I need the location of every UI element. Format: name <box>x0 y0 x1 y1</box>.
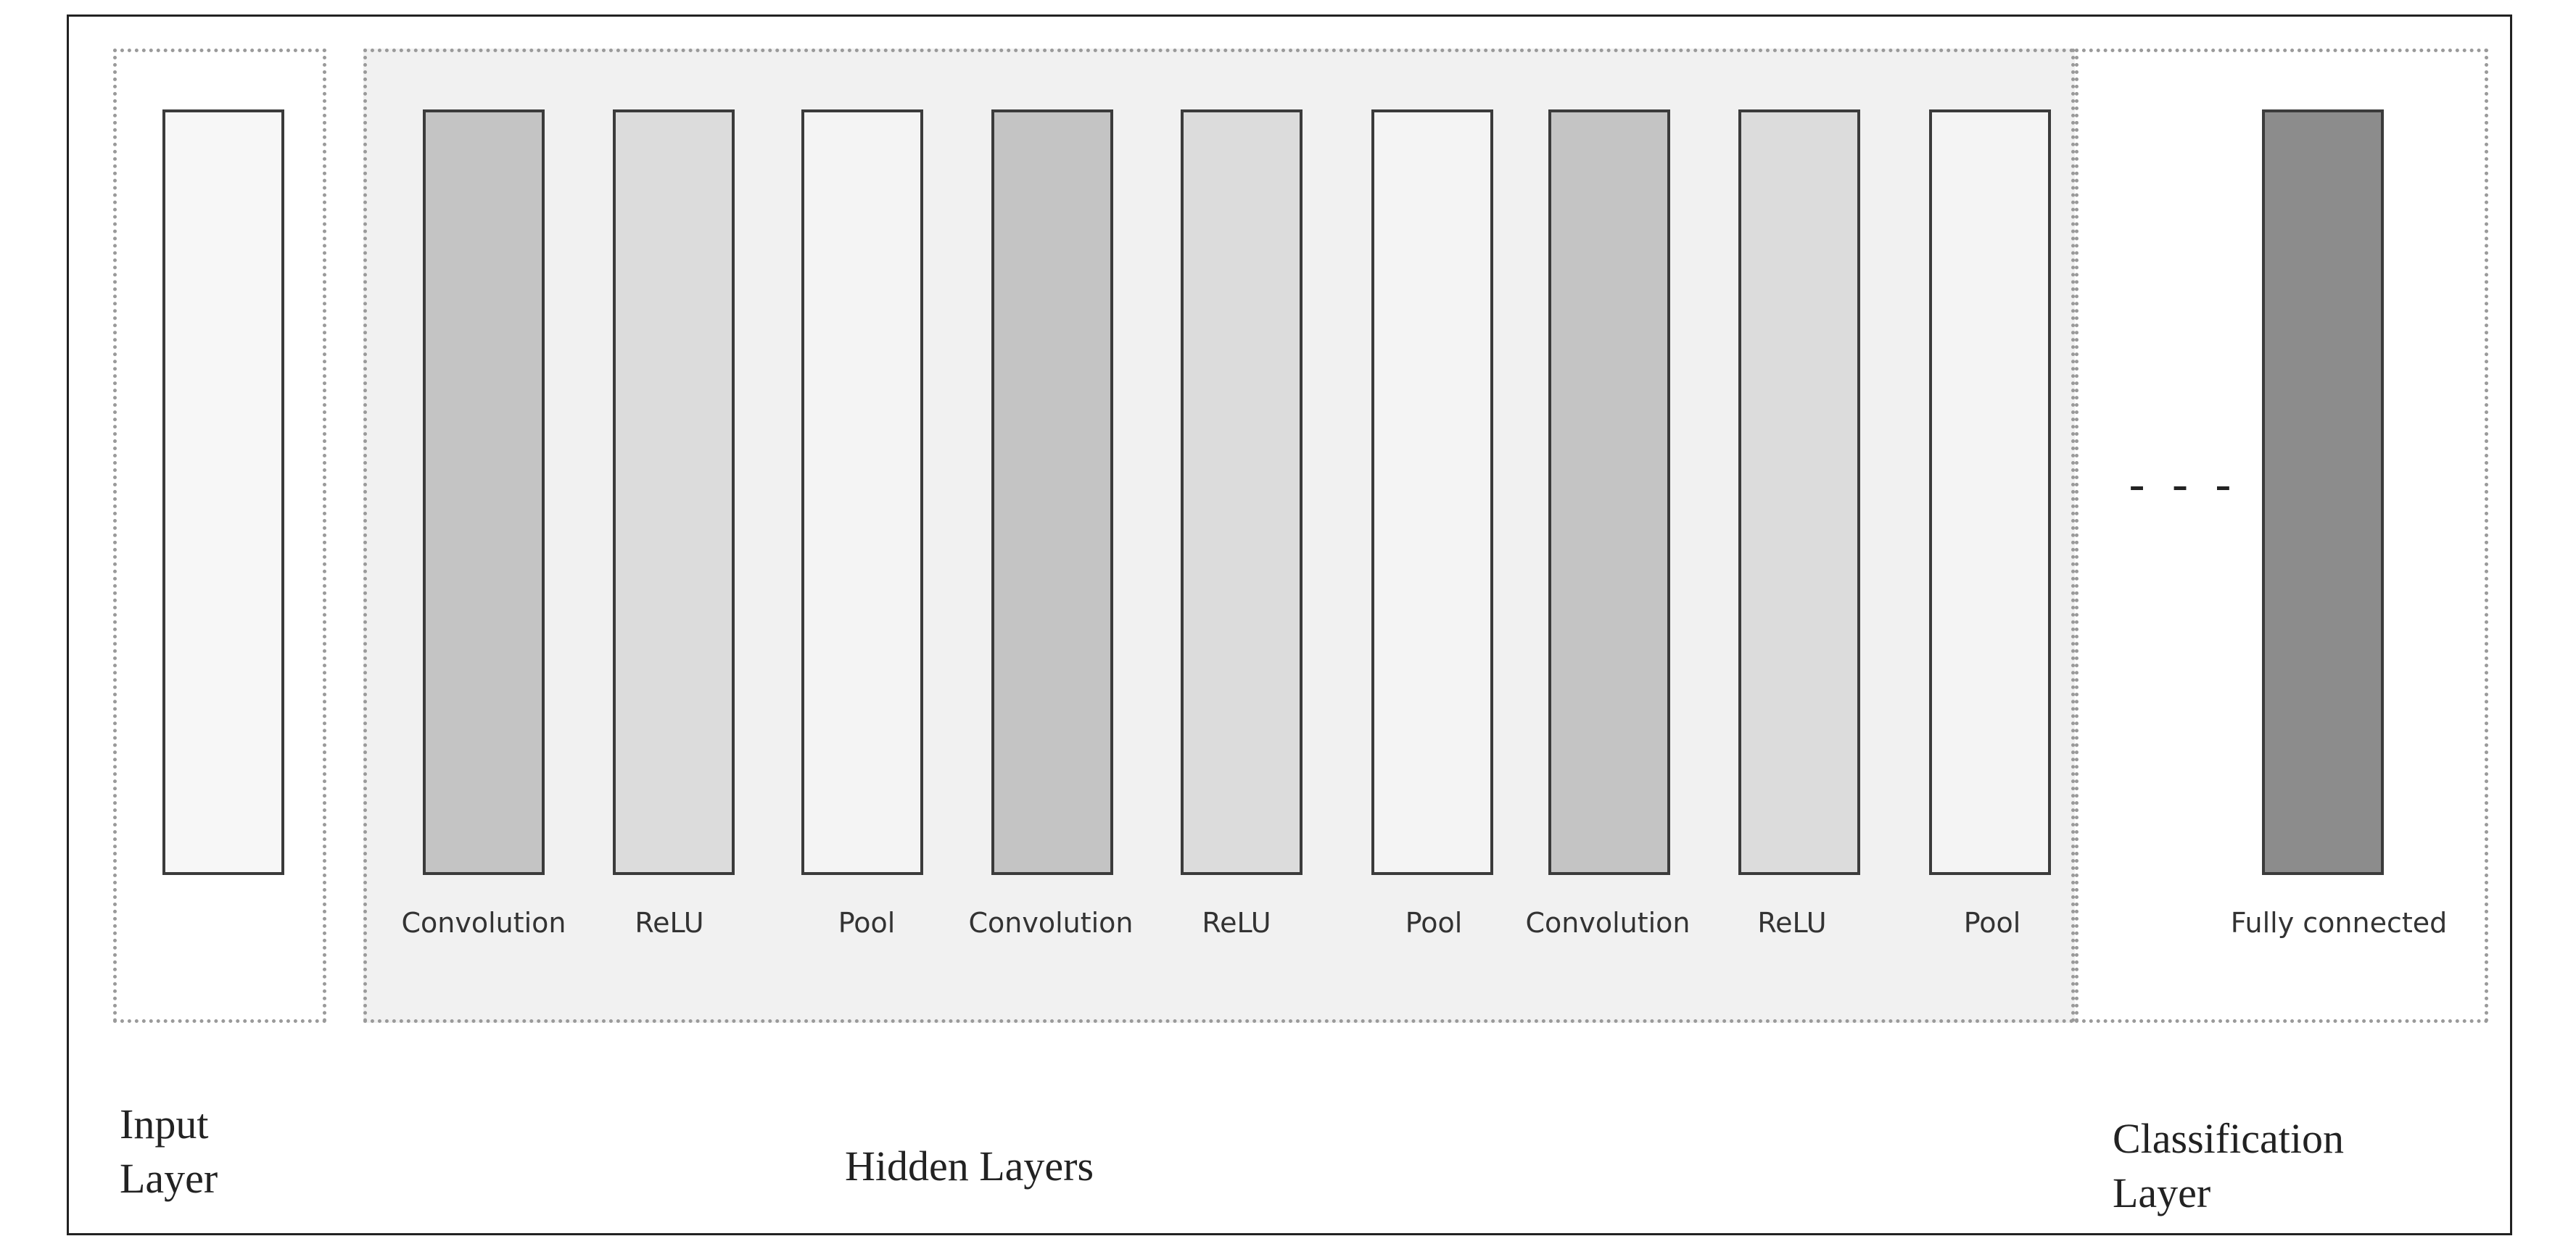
layer-label-conv-1: Convolution <box>401 907 566 939</box>
classification-layer-caption-line1: Classification <box>2113 1115 2344 1162</box>
layer-block-conv-1 <box>423 109 545 875</box>
classification-layer-caption: Classification Layer <box>2113 1111 2344 1221</box>
input-layer-caption-line2: Layer <box>120 1155 218 1203</box>
classification-layer-caption-line2: Layer <box>2113 1169 2211 1217</box>
layer-block-conv-2 <box>991 109 1113 875</box>
layer-block-pool-3 <box>1929 109 2051 875</box>
ellipsis-indicator: - - - <box>2129 459 2237 513</box>
layer-label-fully-connected: Fully connected <box>2230 907 2448 939</box>
hidden-layers-caption: Hidden Layers <box>845 1143 1094 1190</box>
input-layer-block <box>162 109 284 875</box>
input-layer-caption-line1: Input <box>120 1100 209 1148</box>
fully-connected-block <box>2262 109 2384 875</box>
diagram-frame: Convolution ReLU Pool Convolution ReLU P… <box>67 14 2512 1235</box>
classification-layer-group <box>2075 49 2488 1023</box>
layer-block-pool-2 <box>1371 109 1493 875</box>
input-layer-caption: Input Layer <box>120 1097 218 1206</box>
layer-label-pool-1: Pool <box>838 907 896 939</box>
layer-block-relu-1 <box>613 109 735 875</box>
layer-label-relu-3: ReLU <box>1757 907 1827 939</box>
layer-label-conv-2: Convolution <box>968 907 1134 939</box>
layer-block-relu-3 <box>1738 109 1860 875</box>
layer-block-relu-2 <box>1181 109 1303 875</box>
layer-label-conv-3: Convolution <box>1525 907 1690 939</box>
layer-block-conv-3 <box>1548 109 1670 875</box>
layer-block-pool-1 <box>801 109 923 875</box>
layer-label-pool-2: Pool <box>1405 907 1463 939</box>
layer-label-pool-3: Pool <box>1963 907 2021 939</box>
layer-label-relu-1: ReLU <box>635 907 704 939</box>
layer-label-relu-2: ReLU <box>1202 907 1271 939</box>
input-layer-group <box>113 49 326 1023</box>
